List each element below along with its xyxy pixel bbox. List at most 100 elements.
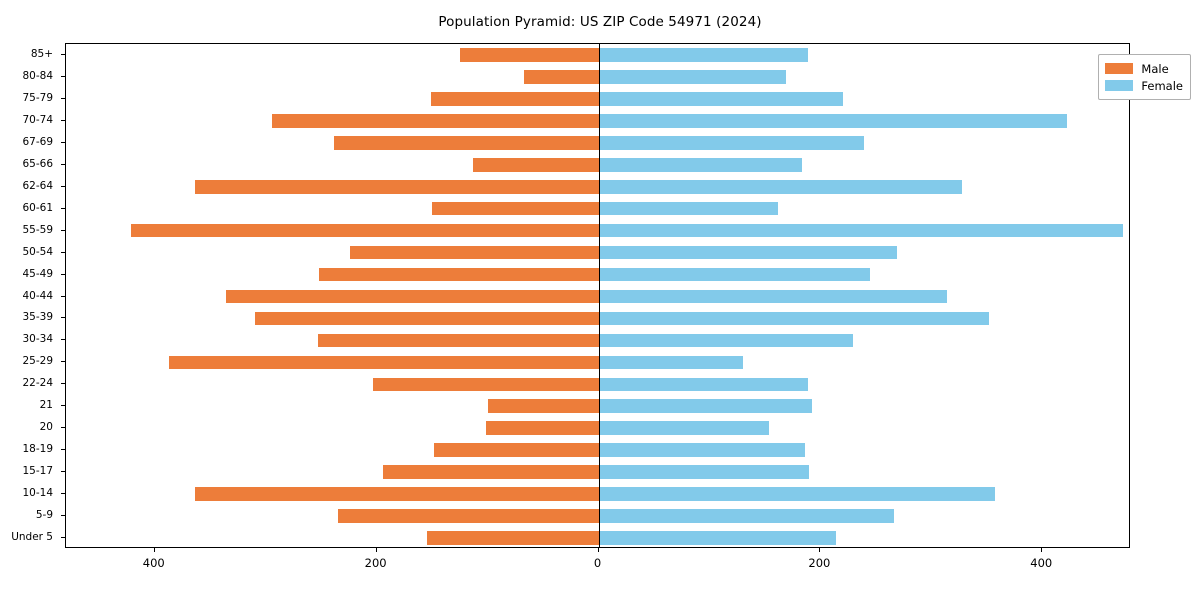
- bar-male: [430, 92, 599, 106]
- legend-item-male[interactable]: Male: [1105, 60, 1183, 77]
- y-axis-tick-mark: [61, 141, 65, 143]
- y-axis-tick-label: 55-59: [22, 223, 53, 236]
- y-axis-tick-label: 18-19: [22, 443, 53, 456]
- bar-male: [383, 465, 599, 479]
- bar-female: [598, 333, 853, 348]
- y-axis-tick-mark: [61, 295, 65, 297]
- y-axis-tick-label: 5-9: [35, 509, 53, 522]
- zero-axis-line: [598, 44, 600, 547]
- bar-female: [598, 114, 1067, 128]
- bar-female: [598, 355, 743, 370]
- y-axis-tick-mark: [61, 537, 65, 539]
- bar-row: [66, 92, 1129, 106]
- y-axis-tick-label: 75-79: [22, 91, 53, 104]
- bar-female: [598, 311, 989, 326]
- bar-female: [598, 421, 770, 436]
- chart-legend: Male Female: [1098, 54, 1191, 100]
- y-axis-tick-mark: [61, 427, 65, 429]
- y-axis-tick-label: 45-49: [22, 267, 53, 280]
- y-axis-labels: 85+ 80-84 75-79 70-74 67-69 65-66 62-64 60-61 55…: [0, 43, 65, 548]
- bar-row: [66, 179, 1129, 194]
- bar-row: [66, 135, 1129, 150]
- y-axis-tick-label: 40-44: [22, 289, 53, 302]
- legend-swatch-icon: [1105, 63, 1134, 74]
- x-axis-tick-label: 0: [593, 556, 602, 570]
- legend-label: Female: [1141, 78, 1183, 93]
- y-axis-tick-mark: [61, 229, 65, 231]
- bar-male: [194, 179, 599, 194]
- bar-row: [66, 311, 1129, 326]
- y-axis-tick-mark: [61, 75, 65, 77]
- bar-female: [598, 399, 812, 414]
- x-axis-tick-mark: [597, 548, 599, 552]
- bar-row: [66, 377, 1129, 392]
- x-axis-tick-label: 200: [808, 556, 831, 570]
- y-axis-tick-mark: [61, 449, 65, 451]
- bar-male: [486, 421, 599, 436]
- bar-row: [66, 421, 1129, 436]
- bar-male: [524, 70, 599, 84]
- bar-male: [272, 114, 599, 128]
- y-axis-tick-mark: [61, 493, 65, 495]
- bar-row: [66, 70, 1129, 84]
- y-axis-tick-mark: [61, 471, 65, 473]
- plot-area: [65, 43, 1130, 548]
- y-axis-tick-label: 25-29: [22, 355, 53, 368]
- x-axis-labels: 400 200 0 200 400: [65, 548, 1130, 588]
- bar-row: [66, 465, 1129, 479]
- y-axis-tick-label: 35-39: [22, 311, 53, 324]
- bar-row: [66, 333, 1129, 348]
- y-axis-tick-label: 80-84: [22, 69, 53, 82]
- y-axis-tick-label: 22-24: [22, 377, 53, 390]
- y-axis-tick-label: 62-64: [22, 179, 53, 192]
- y-axis-tick-mark: [61, 185, 65, 187]
- bar-male: [373, 377, 599, 392]
- bar-row: [66, 157, 1129, 172]
- y-axis-tick-label: Under 5: [11, 531, 53, 544]
- chart-title: Population Pyramid: US ZIP Code 54971 (2…: [438, 14, 762, 30]
- legend-swatch-icon: [1105, 80, 1134, 91]
- bars-container: [66, 44, 1129, 547]
- bar-row: [66, 509, 1129, 523]
- bar-row: [66, 443, 1129, 457]
- bar-female: [598, 443, 805, 457]
- y-axis-tick-mark: [61, 163, 65, 165]
- y-axis-tick-label: 67-69: [22, 135, 53, 148]
- x-axis-tick-label: 400: [1030, 556, 1053, 570]
- y-axis-tick-mark: [61, 251, 65, 253]
- y-axis-tick-mark: [61, 207, 65, 209]
- bar-row: [66, 114, 1129, 128]
- y-axis-tick-mark: [61, 515, 65, 517]
- x-axis-tick-mark: [375, 548, 377, 552]
- x-axis-tick-mark: [1041, 548, 1043, 552]
- y-axis-tick-mark: [61, 119, 65, 121]
- y-axis-tick-label: 50-54: [22, 245, 53, 258]
- bar-row: [66, 223, 1129, 238]
- y-axis-tick-label: 60-61: [22, 201, 53, 214]
- bar-male: [487, 399, 599, 414]
- y-axis-tick-label: 20: [39, 421, 53, 434]
- x-axis-tick-mark: [153, 548, 155, 552]
- bar-female: [598, 289, 947, 304]
- y-axis-tick-mark: [61, 273, 65, 275]
- bar-male: [473, 157, 599, 172]
- x-axis-tick-mark: [819, 548, 821, 552]
- x-axis-tick-label: 400: [142, 556, 165, 570]
- y-axis-tick-mark: [61, 339, 65, 341]
- y-axis-tick-label: 30-34: [22, 333, 53, 346]
- legend-item-female[interactable]: Female: [1105, 77, 1183, 94]
- bar-male: [194, 487, 599, 501]
- y-axis-tick-label: 15-17: [22, 465, 53, 478]
- bar-female: [598, 48, 809, 62]
- bar-row: [66, 487, 1129, 501]
- bar-male: [426, 531, 599, 545]
- y-axis-tick-mark: [61, 383, 65, 385]
- bar-female: [598, 465, 810, 479]
- bar-female: [598, 267, 871, 282]
- bar-female: [598, 487, 995, 501]
- bar-row: [66, 531, 1129, 545]
- bar-female: [598, 179, 963, 194]
- y-axis-tick-label: 85+: [30, 47, 53, 60]
- bar-male: [254, 311, 599, 326]
